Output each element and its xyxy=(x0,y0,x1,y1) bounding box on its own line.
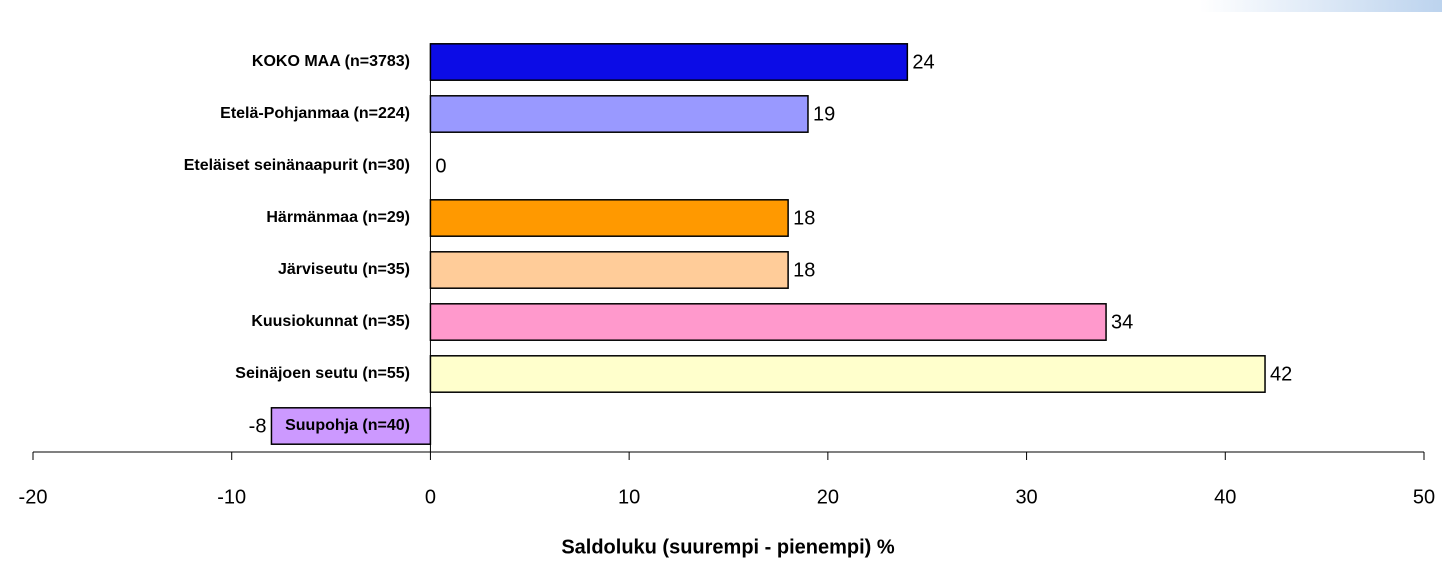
bar xyxy=(429,43,909,81)
category-label: Etelä-Pohjanmaa (n=224) xyxy=(220,105,410,122)
data-label: -8 xyxy=(249,415,267,437)
data-label: 34 xyxy=(1111,311,1133,333)
x-tick-label: 10 xyxy=(618,486,640,508)
x-axis-title: Saldoluku (suurempi - pienempi) % xyxy=(561,536,895,558)
category-label: KOKO MAA (n=3783) xyxy=(252,53,410,70)
category-label: Seinäjoen seutu (n=55) xyxy=(235,365,410,382)
x-tick-label: 50 xyxy=(1413,486,1435,508)
data-label: 24 xyxy=(912,51,934,73)
bar xyxy=(429,95,809,133)
data-label: 18 xyxy=(793,259,815,281)
category-label: Suupohja (n=40) xyxy=(285,417,410,434)
x-tick-label: -20 xyxy=(19,486,48,508)
bar xyxy=(429,303,1107,341)
data-label: 19 xyxy=(813,103,835,125)
x-tick-label: 40 xyxy=(1214,486,1236,508)
data-label: 18 xyxy=(793,207,815,229)
bar xyxy=(429,251,789,289)
bar xyxy=(429,355,1266,393)
category-label: Kuusiokunnat (n=35) xyxy=(251,313,410,330)
x-tick-label: -10 xyxy=(217,486,246,508)
category-label: Järviseutu (n=35) xyxy=(278,261,410,278)
category-label: Härmänmaa (n=29) xyxy=(266,209,410,226)
decoration xyxy=(1200,0,1442,12)
data-label: 42 xyxy=(1270,363,1292,385)
x-tick-label: 0 xyxy=(425,486,436,508)
data-label: 0 xyxy=(435,155,446,177)
x-tick-label: 30 xyxy=(1015,486,1037,508)
category-label: Eteläiset seinänaapurit (n=30) xyxy=(184,157,410,174)
bar xyxy=(429,199,789,237)
x-tick-label: 20 xyxy=(817,486,839,508)
